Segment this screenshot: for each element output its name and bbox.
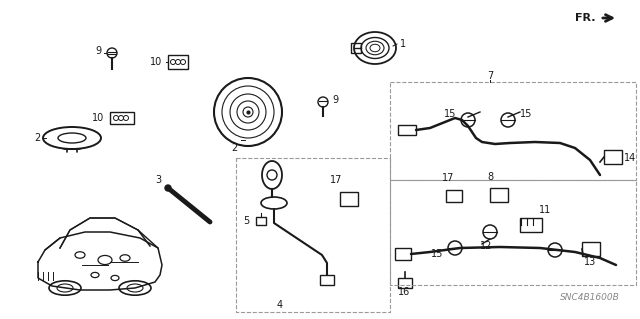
Text: 3: 3 xyxy=(155,175,161,185)
Text: 10: 10 xyxy=(150,57,162,67)
Circle shape xyxy=(165,185,171,191)
Text: 10: 10 xyxy=(92,113,104,123)
Text: SNC4B1600B: SNC4B1600B xyxy=(560,293,620,302)
Bar xyxy=(351,43,361,53)
Text: 5: 5 xyxy=(243,216,249,226)
Text: 11: 11 xyxy=(539,205,551,215)
Text: 15: 15 xyxy=(520,109,532,119)
Bar xyxy=(398,125,416,135)
Text: 14: 14 xyxy=(624,153,636,163)
Bar xyxy=(604,150,622,164)
Text: 2: 2 xyxy=(34,133,40,143)
Bar xyxy=(490,188,508,202)
Text: 8: 8 xyxy=(487,172,493,182)
Bar xyxy=(256,217,266,225)
Text: 7: 7 xyxy=(487,71,493,81)
Bar xyxy=(395,248,411,260)
Bar xyxy=(398,278,412,288)
Bar xyxy=(320,275,334,285)
Bar xyxy=(520,218,542,232)
Text: 2: 2 xyxy=(231,143,237,153)
Text: 12: 12 xyxy=(480,241,492,251)
Bar xyxy=(340,192,358,206)
Text: 4: 4 xyxy=(277,300,283,310)
Text: 9: 9 xyxy=(95,46,101,56)
Bar xyxy=(446,190,462,202)
Text: 15: 15 xyxy=(444,109,456,119)
Text: 16: 16 xyxy=(398,287,410,297)
Text: 17: 17 xyxy=(442,173,454,183)
Bar xyxy=(168,55,188,69)
Text: 9: 9 xyxy=(332,95,338,105)
Text: FR.: FR. xyxy=(575,13,596,23)
Bar xyxy=(582,242,600,256)
Text: 15: 15 xyxy=(431,249,443,259)
Bar xyxy=(110,112,134,124)
Ellipse shape xyxy=(119,281,151,295)
Text: 1: 1 xyxy=(400,39,406,49)
Ellipse shape xyxy=(49,281,81,295)
Text: 17: 17 xyxy=(330,175,342,185)
Text: 13: 13 xyxy=(584,257,596,267)
